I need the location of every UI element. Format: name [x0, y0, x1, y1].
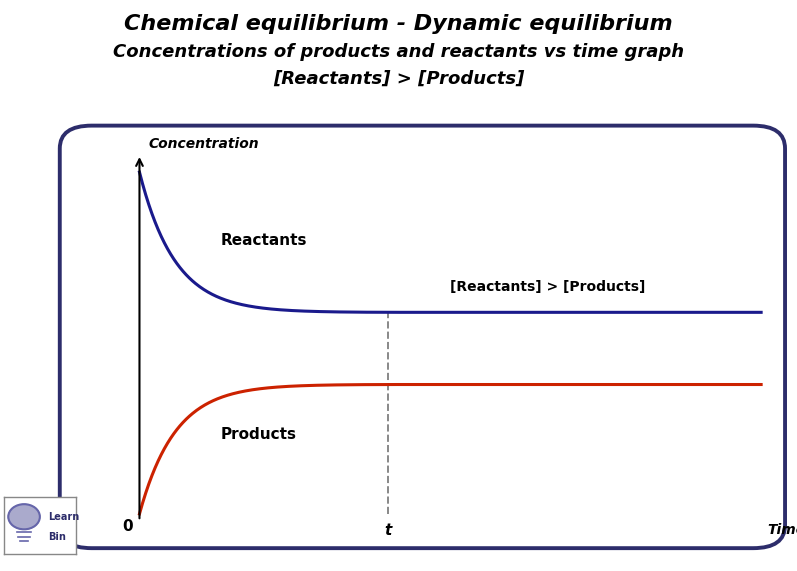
- Text: Chemical equilibrium - Dynamic equilibrium: Chemical equilibrium - Dynamic equilibri…: [124, 14, 673, 34]
- Text: Bin: Bin: [49, 532, 66, 542]
- Text: [Reactants] > [Products]: [Reactants] > [Products]: [273, 70, 524, 88]
- Text: Time: Time: [768, 523, 797, 537]
- Text: 0: 0: [123, 519, 133, 534]
- Text: Concentrations of products and reactants vs time graph: Concentrations of products and reactants…: [113, 43, 684, 61]
- Text: Reactants: Reactants: [220, 233, 307, 248]
- Text: Concentration: Concentration: [149, 136, 260, 151]
- Text: [Reactants] > [Products]: [Reactants] > [Products]: [450, 280, 646, 294]
- Text: Learn: Learn: [49, 512, 80, 522]
- Text: Products: Products: [220, 427, 296, 443]
- Text: t: t: [384, 523, 392, 538]
- Circle shape: [8, 504, 40, 529]
